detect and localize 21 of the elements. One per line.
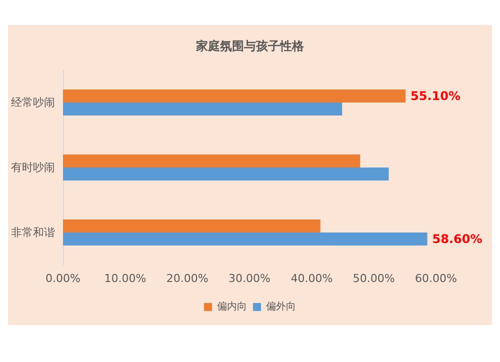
x-tick-label: 60.00% (415, 272, 457, 285)
y-tick-label: 有时吵闹 (11, 161, 55, 174)
chart-title: 家庭氛围与孩子性格 (195, 39, 305, 53)
bar (63, 102, 342, 116)
legend-label: 偏外向 (266, 300, 296, 312)
x-tick-label: 10.00% (104, 272, 146, 285)
bar (63, 220, 320, 232)
x-tick-label: 0.00% (46, 272, 80, 285)
x-tick-label: 20.00% (166, 272, 208, 285)
legend-label: 偏内向 (217, 300, 247, 312)
x-tick-label: 40.00% (290, 272, 333, 285)
x-tick-label: 50.00% (352, 272, 395, 285)
bar (63, 90, 406, 102)
data-label: 58.60% (432, 232, 482, 246)
y-tick-label: 经常吵闹 (11, 96, 55, 109)
x-tick-label: 30.00% (228, 272, 270, 285)
bar (63, 168, 389, 180)
y-tick-label: 非常和谐 (11, 226, 55, 239)
bar (63, 232, 428, 246)
data-label: 55.10% (410, 89, 461, 103)
bar (63, 154, 360, 168)
